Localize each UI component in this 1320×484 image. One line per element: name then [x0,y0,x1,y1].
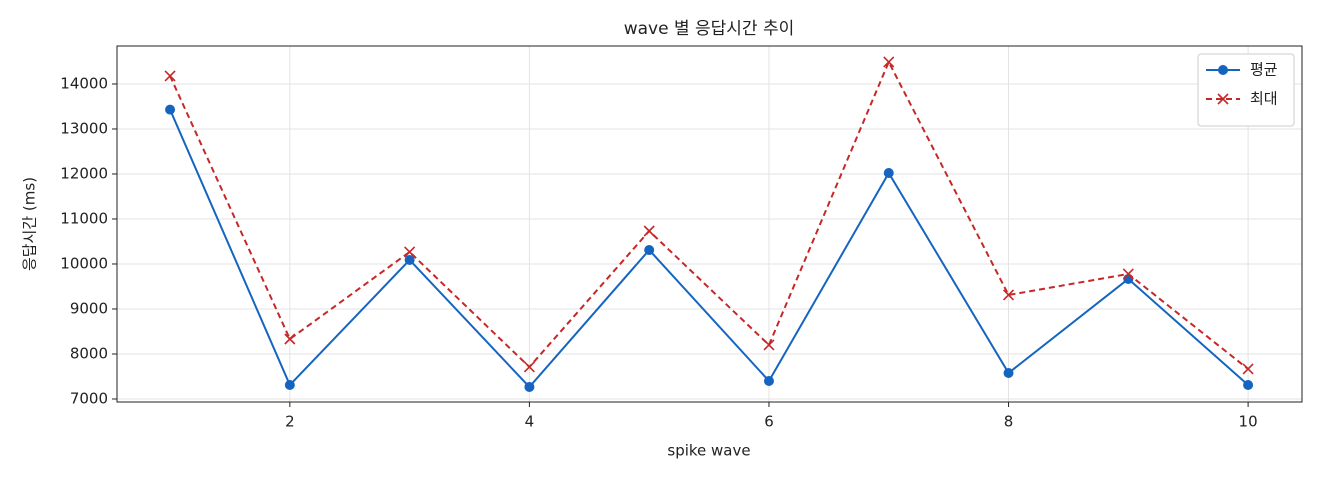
data-point [523,361,535,373]
legend-label: 최대 [1250,90,1278,108]
y-tick-label: 8000 [70,344,108,362]
data-point [643,225,655,237]
data-point [404,254,415,265]
x-tick-label: 6 [764,413,774,431]
legend-label: 평균 [1250,61,1278,79]
series-line [169,109,1249,389]
chart-title: wave 별 응답시간 추이 [624,19,795,39]
data-point [164,70,176,82]
data-point [404,246,416,258]
x-tick-label: 10 [1239,413,1258,431]
data-point [763,375,774,386]
data-point [1243,379,1254,390]
y-tick-label: 13000 [60,119,108,137]
data-point [284,333,296,345]
data-point [1242,363,1254,375]
data-point [1003,367,1014,378]
legend-box [1197,53,1295,127]
data-point [284,379,295,390]
data-point [644,244,655,255]
y-tick-label: 12000 [60,164,108,182]
legend-marker [1218,65,1228,75]
data-point [883,56,895,68]
x-tick-label: 8 [1004,413,1014,431]
y-tick-label: 7000 [70,389,108,407]
y-tick-label: 9000 [70,299,108,317]
y-axis-label: 응답시간 (ms) [21,177,39,271]
x-tick-label: 2 [285,413,295,431]
y-tick-label: 11000 [60,209,108,227]
x-axis-label: spike wave [667,442,750,460]
x-tick-label: 4 [525,413,535,431]
data-point [1002,289,1015,301]
data-point [524,381,535,392]
data-point [763,339,775,351]
data-point [883,167,894,178]
y-tick-label: 14000 [60,74,108,92]
data-point [1122,268,1134,280]
y-tick-label: 10000 [60,254,108,272]
series-line [169,59,1249,370]
data-point [165,104,176,115]
plot-frame [116,45,1303,403]
legend-marker [1217,93,1229,105]
data-point [1123,273,1134,284]
